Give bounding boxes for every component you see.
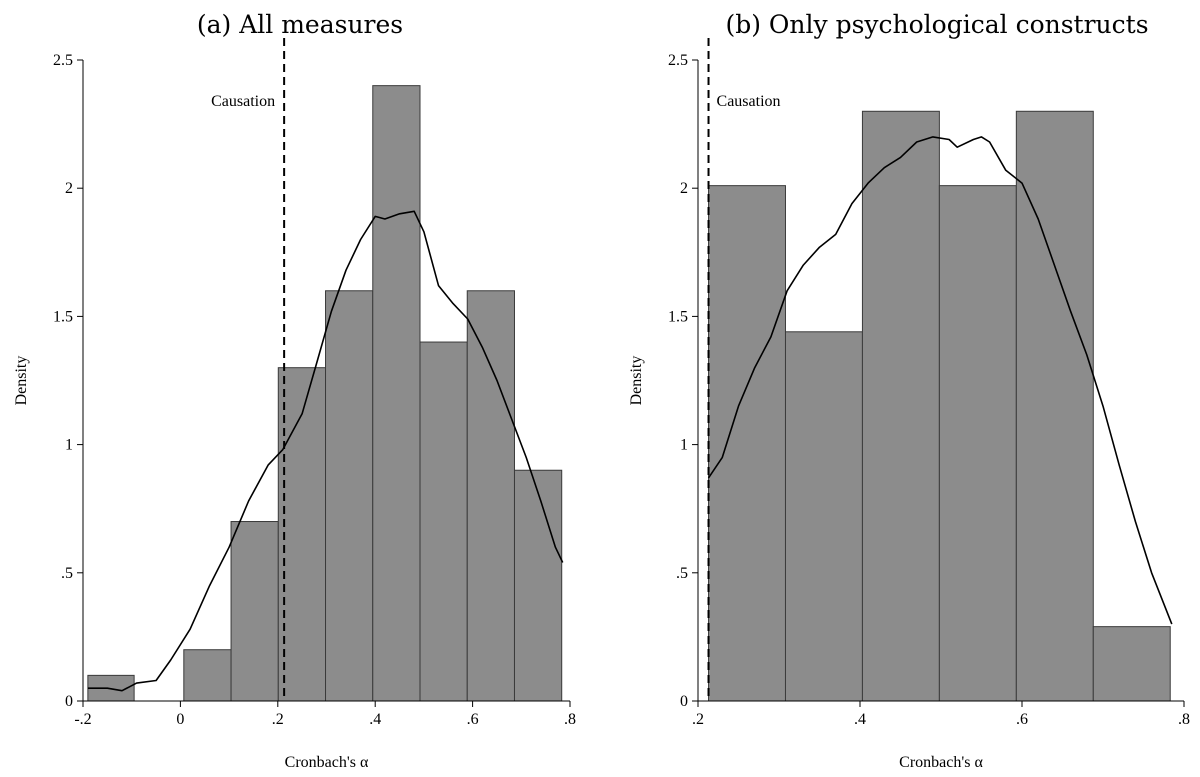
histogram-bar-4 xyxy=(939,186,1016,701)
histogram-bar-3 xyxy=(862,111,939,701)
x-axis-label: Cronbach's α xyxy=(285,754,369,771)
y-tick-label: 1.5 xyxy=(53,308,73,325)
histogram-bar-1 xyxy=(709,186,786,701)
panel-title: (b) Only psychological constructs xyxy=(725,10,1148,39)
x-tick-label: .8 xyxy=(1178,711,1190,728)
x-tick-label: .8 xyxy=(564,711,576,728)
x-axis-label: Cronbach's α xyxy=(899,754,983,771)
causation-label: Causation xyxy=(211,93,275,110)
y-tick-label: 1.5 xyxy=(668,308,688,325)
y-tick-label: 2.5 xyxy=(668,52,688,69)
x-tick-label: .2 xyxy=(692,711,704,728)
histogram-bar-6 xyxy=(373,86,420,701)
y-tick-label: 0 xyxy=(680,693,688,710)
y-tick-label: .5 xyxy=(61,565,73,582)
y-tick-label: 2 xyxy=(680,180,688,197)
histogram-bar-8 xyxy=(467,291,514,701)
x-tick-label: .6 xyxy=(1016,711,1028,728)
histogram-bar-4 xyxy=(278,368,325,701)
causation-label: Causation xyxy=(717,93,781,110)
histogram-bar-5 xyxy=(1016,111,1093,701)
y-axis-label: Density xyxy=(628,356,645,406)
histogram-bar-6 xyxy=(1093,627,1170,701)
x-tick-label: .6 xyxy=(467,711,479,728)
y-tick-label: 1 xyxy=(680,437,688,454)
x-tick-label: 0 xyxy=(176,711,184,728)
histogram-bar-5 xyxy=(326,291,373,701)
x-tick-label: .4 xyxy=(854,711,866,728)
y-axis-label: Density xyxy=(13,356,30,406)
y-tick-label: 0 xyxy=(65,693,73,710)
y-tick-label: 2 xyxy=(65,180,73,197)
y-tick-label: 2.5 xyxy=(53,52,73,69)
x-tick-label: .2 xyxy=(272,711,284,728)
x-tick-label: -.2 xyxy=(74,711,91,728)
histogram-bar-2 xyxy=(785,332,862,701)
panel-title: (a) All measures xyxy=(197,10,403,39)
y-tick-label: .5 xyxy=(676,565,688,582)
histogram-bar-9 xyxy=(514,470,561,701)
x-tick-label: .4 xyxy=(369,711,381,728)
histogram-bar-3 xyxy=(231,522,278,701)
histogram-bar-2 xyxy=(184,650,231,701)
chart-panel-2: (b) Only psychological constructs Causati… xyxy=(628,10,1190,771)
histogram-bar-7 xyxy=(420,342,467,701)
y-tick-label: 1 xyxy=(65,437,73,454)
